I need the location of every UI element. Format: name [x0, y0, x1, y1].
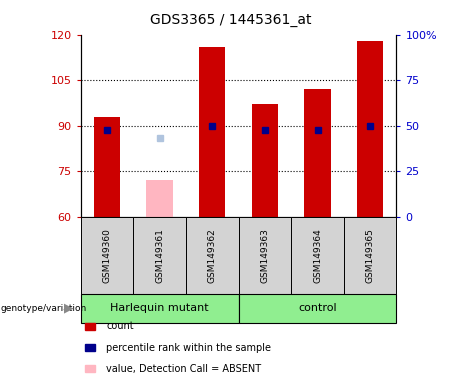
Text: GSM149362: GSM149362: [208, 228, 217, 283]
Bar: [199, 47, 225, 217]
Text: GSM149360: GSM149360: [102, 228, 112, 283]
Text: GDS3365 / 1445361_at: GDS3365 / 1445361_at: [150, 13, 311, 27]
Bar: [147, 180, 173, 217]
Bar: [357, 41, 383, 217]
Text: ▶: ▶: [65, 302, 74, 314]
Bar: [94, 117, 120, 217]
Text: control: control: [298, 303, 337, 313]
Text: GSM149363: GSM149363: [260, 228, 269, 283]
Bar: [252, 104, 278, 217]
Text: percentile rank within the sample: percentile rank within the sample: [106, 343, 271, 353]
Text: Harlequin mutant: Harlequin mutant: [110, 303, 209, 313]
Text: GSM149361: GSM149361: [155, 228, 164, 283]
Text: count: count: [106, 321, 134, 331]
Text: genotype/variation: genotype/variation: [1, 304, 87, 313]
Text: GSM149365: GSM149365: [366, 228, 375, 283]
Text: value, Detection Call = ABSENT: value, Detection Call = ABSENT: [106, 364, 261, 374]
Text: GSM149364: GSM149364: [313, 228, 322, 283]
Bar: [304, 89, 331, 217]
